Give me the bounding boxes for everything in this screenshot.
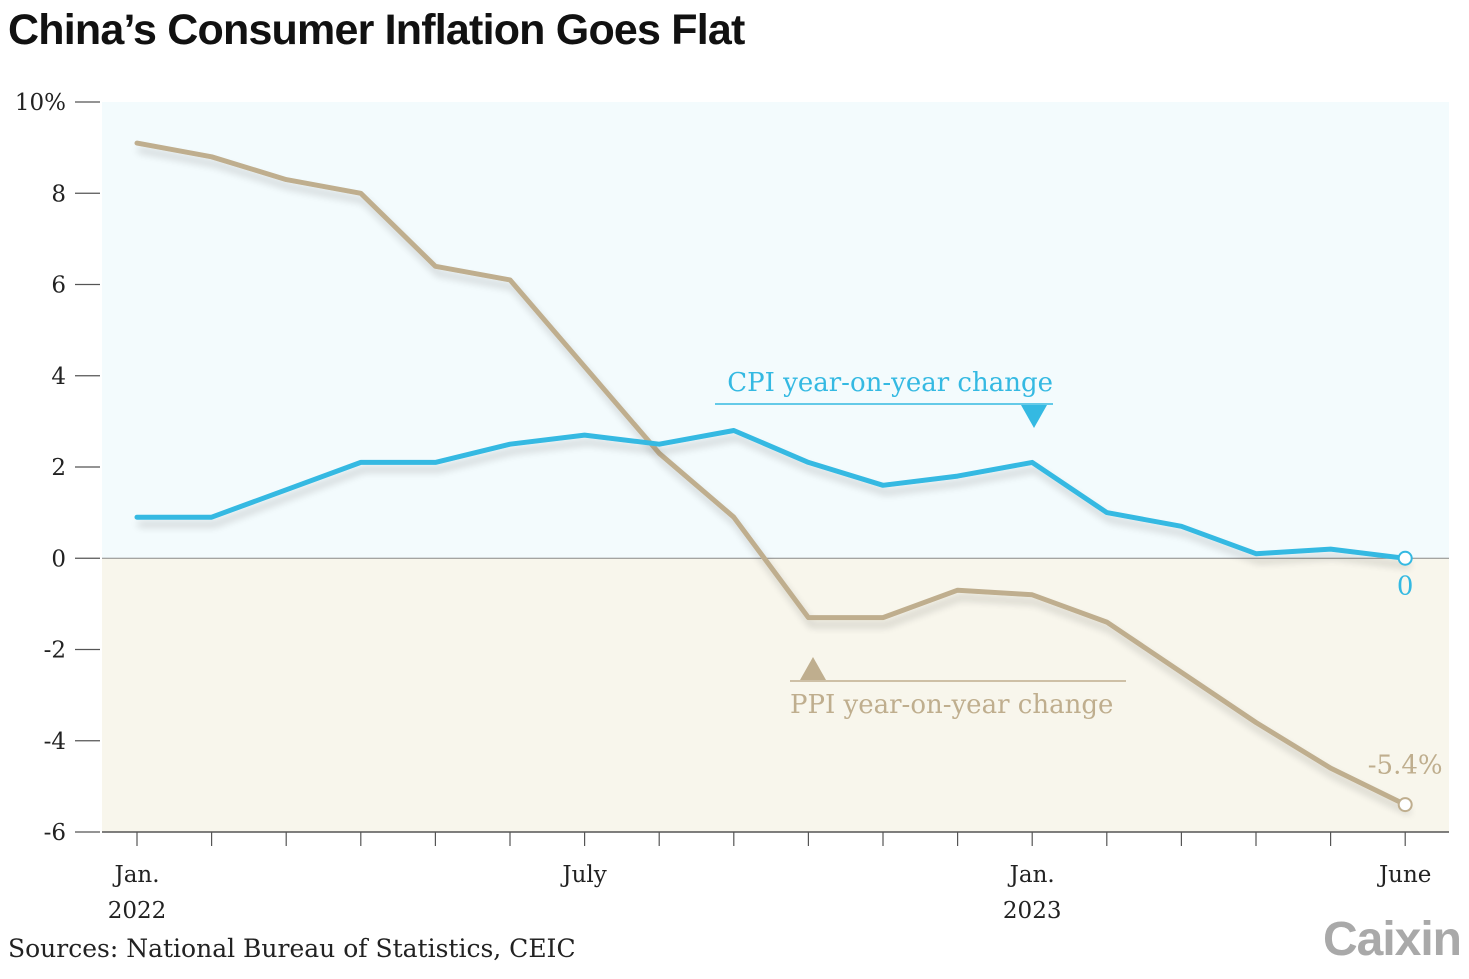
positive-band	[102, 102, 1449, 559]
ppi-annotation: PPI year-on-year change	[790, 657, 1126, 720]
ppi-end-label: -5.4%	[1368, 751, 1443, 781]
caixin-logo: Caixin	[1322, 913, 1462, 966]
cpi-end-label: 0	[1397, 571, 1414, 601]
cpi-series-label: CPI year-on-year change	[727, 368, 1053, 398]
y-tick-label: -4	[44, 729, 66, 755]
ppi-line	[134, 140, 1408, 808]
cpi-line	[134, 428, 1408, 561]
y-tick-label: 6	[51, 273, 66, 299]
cpi-pointer-triangle	[1021, 405, 1047, 428]
y-tick-label: 8	[51, 181, 66, 207]
y-tick-label: 10%	[15, 90, 66, 116]
cpi-end-point	[1397, 550, 1413, 566]
y-tick-label: -6	[44, 820, 66, 846]
source-note: Sources: National Bureau of Statistics, …	[8, 934, 576, 963]
y-tick-label: 0	[51, 546, 66, 572]
ppi-end-point	[1397, 797, 1413, 813]
x-tick-label: Jan.	[112, 862, 159, 888]
x-tick-label: June	[1377, 862, 1431, 888]
chart-title: China’s Consumer Inflation Goes Flat	[8, 6, 745, 54]
y-tick-label: 4	[51, 364, 66, 390]
y-axis: -6 -4 -2 0 2 4 6 8 10%	[15, 90, 100, 846]
x-axis: Jan. 2022 July Jan. 2023 June	[108, 832, 1431, 924]
x-tick-label: July	[560, 862, 606, 888]
ppi-series-label: PPI year-on-year change	[790, 690, 1113, 720]
y-tick-label: -2	[44, 638, 66, 664]
x-tick-label: Jan.	[1008, 862, 1055, 888]
x-tick-label: 2023	[1003, 898, 1062, 924]
ppi-pointer-triangle	[800, 657, 826, 680]
series-lines	[134, 140, 1408, 808]
y-tick-label: 2	[51, 455, 66, 481]
x-tick-label: 2022	[108, 898, 167, 924]
cpi-annotation: CPI year-on-year change	[715, 368, 1053, 428]
negative-band	[102, 558, 1449, 832]
